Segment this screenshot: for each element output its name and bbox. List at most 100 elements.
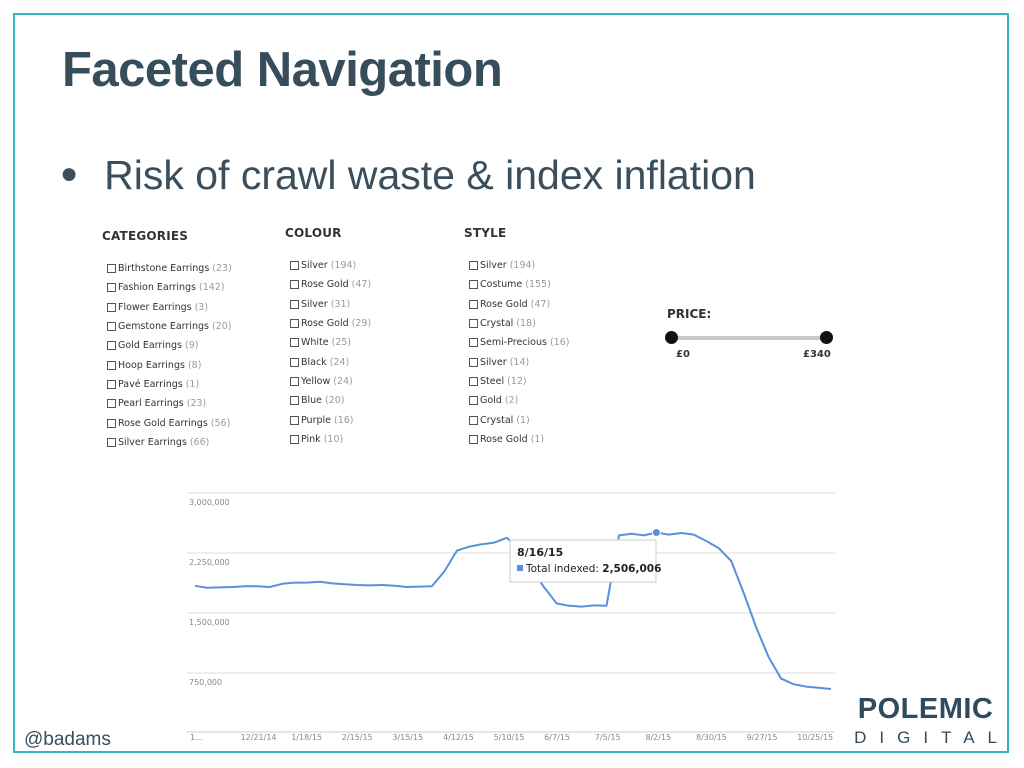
facet-option[interactable]: Pearl Earrings (23) bbox=[107, 394, 232, 413]
facet-list-style: Silver (194) Costume (155) Rose Gold (47) Crys… bbox=[469, 256, 569, 449]
facet-option-count: (3) bbox=[194, 301, 209, 313]
facet-option[interactable]: Rose Gold (47) bbox=[290, 275, 371, 294]
facet-option-count: (1) bbox=[530, 433, 545, 445]
facet-checkbox[interactable] bbox=[290, 357, 299, 367]
facet-option-count: (66) bbox=[189, 436, 210, 448]
facet-option-count: (23) bbox=[212, 263, 232, 275]
facet-checkbox[interactable] bbox=[107, 302, 116, 312]
facet-option[interactable]: Blue (20) bbox=[290, 391, 371, 410]
facet-option-label: Pavé Earrings bbox=[118, 378, 183, 390]
facet-option[interactable]: Black (24) bbox=[290, 352, 371, 371]
facet-checkbox[interactable] bbox=[469, 261, 478, 271]
facet-checkbox[interactable] bbox=[107, 379, 116, 389]
facet-checkbox[interactable] bbox=[107, 418, 116, 428]
polemic-digital-logo: POLEMIC DIGITAL bbox=[854, 694, 997, 748]
x-tick-label: 8/2/15 bbox=[645, 733, 671, 742]
tooltip-swatch bbox=[517, 565, 523, 571]
facet-option[interactable]: Silver (194) bbox=[290, 256, 371, 275]
facet-option[interactable]: Hoop Earrings (8) bbox=[107, 355, 232, 374]
facet-checkbox[interactable] bbox=[107, 437, 116, 447]
facet-checkbox[interactable] bbox=[290, 261, 299, 271]
facet-checkbox[interactable] bbox=[469, 376, 478, 386]
facet-checkbox[interactable] bbox=[469, 319, 478, 329]
facet-checkbox[interactable] bbox=[290, 280, 299, 290]
facet-checkbox[interactable] bbox=[290, 338, 299, 348]
facet-option-count: (1) bbox=[185, 378, 200, 390]
facet-checkbox[interactable] bbox=[107, 264, 116, 274]
facet-option[interactable]: Rose Gold (47) bbox=[469, 295, 569, 314]
facet-checkbox[interactable] bbox=[107, 341, 116, 351]
facet-option-label: Silver bbox=[480, 356, 507, 368]
facet-header-colour: COLOUR bbox=[285, 226, 342, 240]
facet-checkbox[interactable] bbox=[469, 434, 478, 444]
facet-option-count: (14) bbox=[509, 356, 530, 368]
facet-option-count: (56) bbox=[210, 417, 231, 429]
facet-checkbox[interactable] bbox=[290, 434, 299, 444]
facet-option-count: (24) bbox=[333, 375, 353, 387]
facet-option[interactable]: Silver (194) bbox=[469, 256, 569, 275]
y-tick-label: 750,000 bbox=[189, 678, 222, 687]
facet-option[interactable]: Gold (2) bbox=[469, 391, 569, 410]
facet-option[interactable]: Crystal (1) bbox=[469, 410, 569, 429]
facet-checkbox[interactable] bbox=[469, 299, 478, 309]
facet-checkbox[interactable] bbox=[290, 319, 299, 329]
facet-checkbox[interactable] bbox=[107, 399, 116, 409]
facet-option-label: Gemstone Earrings bbox=[118, 321, 209, 333]
facet-option-count: (20) bbox=[211, 321, 232, 333]
facet-checkbox[interactable] bbox=[469, 338, 478, 348]
facet-checkbox[interactable] bbox=[290, 415, 299, 425]
facet-option[interactable]: Flower Earrings (3) bbox=[107, 298, 232, 317]
facet-option[interactable]: Pavé Earrings (1) bbox=[107, 375, 232, 394]
facet-option-count: (10) bbox=[323, 433, 344, 445]
price-slider-max-handle[interactable] bbox=[820, 331, 833, 344]
facet-option-label: Black bbox=[301, 356, 327, 368]
facet-checkbox[interactable] bbox=[290, 396, 299, 406]
price-max-label: £340 bbox=[803, 349, 831, 360]
facet-checkbox[interactable] bbox=[107, 360, 116, 370]
facet-option[interactable]: Yellow (24) bbox=[290, 372, 371, 391]
facet-option[interactable]: Birthstone Earrings (23) bbox=[107, 259, 232, 278]
facet-checkbox[interactable] bbox=[469, 415, 478, 425]
facet-option[interactable]: Silver Earrings (66) bbox=[107, 433, 232, 452]
facet-option-count: (9) bbox=[184, 340, 199, 352]
facet-checkbox[interactable] bbox=[107, 283, 116, 293]
facet-style: STYLE Silver (194) Costume (155) Rose Gold (4… bbox=[464, 226, 569, 449]
facet-option-label: Gold bbox=[480, 395, 502, 407]
price-slider-track[interactable] bbox=[665, 331, 833, 344]
facet-checkbox[interactable] bbox=[290, 376, 299, 386]
facet-option[interactable]: Purple (16) bbox=[290, 410, 371, 429]
facet-checkbox[interactable] bbox=[290, 299, 299, 309]
facet-option[interactable]: Silver (14) bbox=[469, 352, 569, 371]
x-tick-label: 2/15/15 bbox=[342, 733, 373, 742]
bullet-point: ● Risk of crawl waste & index inflation bbox=[60, 152, 756, 199]
facet-option-label: Rose Gold bbox=[301, 318, 349, 330]
facet-option[interactable]: Silver (31) bbox=[290, 295, 371, 314]
facet-checkbox[interactable] bbox=[469, 396, 478, 406]
facet-option-count: (8) bbox=[187, 359, 202, 371]
facet-categories: CATEGORIES Birthstone Earrings (23) Fashio… bbox=[102, 229, 232, 452]
facet-checkbox[interactable] bbox=[107, 322, 116, 332]
facet-option[interactable]: Fashion Earrings (142) bbox=[107, 278, 232, 297]
facet-checkbox[interactable] bbox=[469, 357, 478, 367]
facet-option-label: Silver Earrings bbox=[118, 436, 187, 448]
facet-option-count: (142) bbox=[199, 282, 225, 294]
facet-option[interactable]: Rose Gold (29) bbox=[290, 314, 371, 333]
facet-option[interactable]: White (25) bbox=[290, 333, 371, 352]
facet-option-count: (47) bbox=[530, 298, 551, 310]
y-tick-label: 2,250,000 bbox=[189, 558, 230, 567]
facet-option[interactable]: Semi-Precious (16) bbox=[469, 333, 569, 352]
facet-option-count: (2) bbox=[504, 395, 519, 407]
slide-title: Faceted Navigation bbox=[62, 43, 503, 97]
facet-option[interactable]: Steel (12) bbox=[469, 372, 569, 391]
facet-option[interactable]: Costume (155) bbox=[469, 275, 569, 294]
facet-checkbox[interactable] bbox=[469, 280, 478, 290]
facet-option[interactable]: Rose Gold Earrings (56) bbox=[107, 413, 232, 432]
facet-option-count: (16) bbox=[334, 414, 354, 426]
price-slider-min-handle[interactable] bbox=[665, 331, 678, 344]
facet-option[interactable]: Rose Gold (1) bbox=[469, 430, 569, 449]
logo-line2: DIGITAL bbox=[854, 728, 1010, 747]
facet-option[interactable]: Gold Earrings (9) bbox=[107, 336, 232, 355]
facet-option[interactable]: Gemstone Earrings (20) bbox=[107, 317, 232, 336]
facet-option[interactable]: Crystal (18) bbox=[469, 314, 569, 333]
facet-option[interactable]: Pink (10) bbox=[290, 430, 371, 449]
